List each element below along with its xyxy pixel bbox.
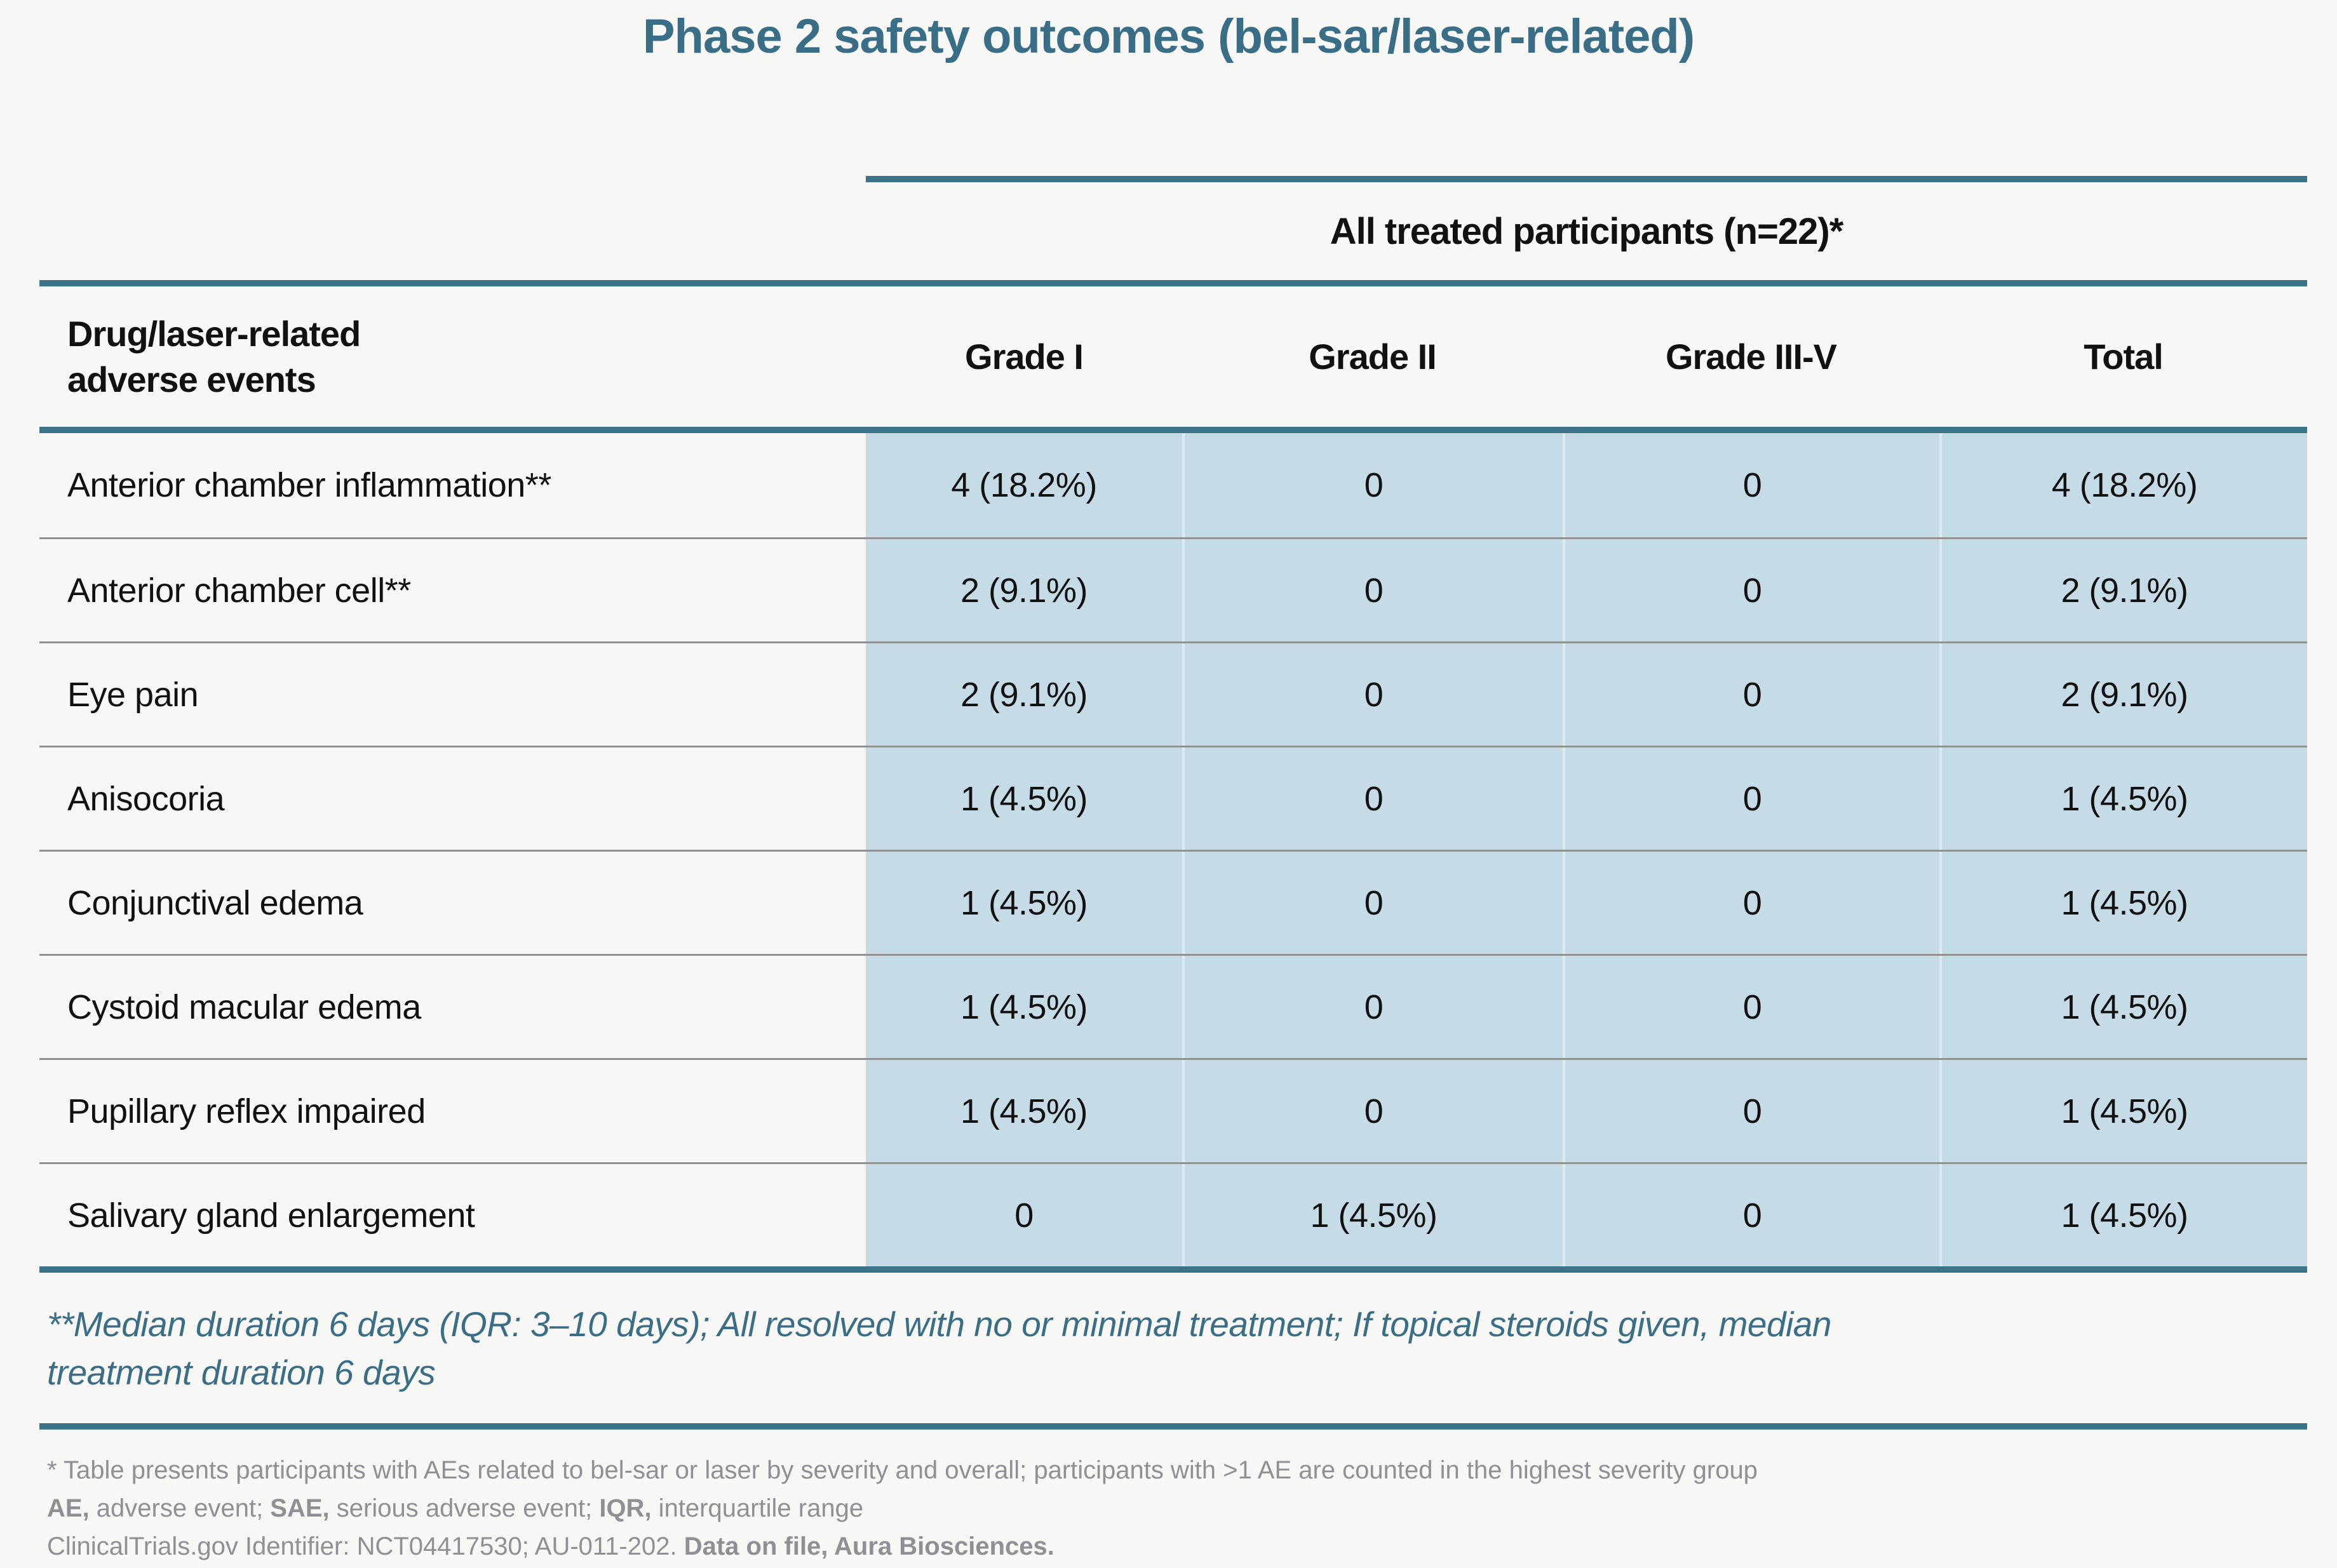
cell: 4 (18.2%) xyxy=(866,433,1182,537)
row-label: Eye pain xyxy=(67,675,199,714)
cell: 0 xyxy=(1182,539,1563,641)
table-row: Anisocoria 1 (4.5%) 0 0 1 (4.5%) xyxy=(39,746,2307,850)
cell: 0 xyxy=(1182,433,1563,537)
cell: 2 (9.1%) xyxy=(1939,539,2307,641)
table-row: Anterior chamber inflammation** 4 (18.2%… xyxy=(39,433,2307,537)
cell: 1 (4.5%) xyxy=(1939,852,2307,954)
cell: 0 xyxy=(1182,747,1563,850)
col-header-grade-3-5: Grade III-V xyxy=(1665,337,1837,377)
table-row: Salivary gland enlargement 0 1 (4.5%) 0 … xyxy=(39,1162,2307,1266)
table-row: Cystoid macular edema 1 (4.5%) 0 0 1 (4.… xyxy=(39,954,2307,1058)
footnote-asterisk: * Table presents participants with AEs r… xyxy=(47,1456,1758,1484)
row-label: Conjunctival edema xyxy=(67,883,363,922)
cell: 1 (4.5%) xyxy=(866,1060,1182,1162)
table-row: Conjunctival edema 1 (4.5%) 0 0 1 (4.5%) xyxy=(39,850,2307,954)
cell: 0 xyxy=(1182,852,1563,954)
cell: 1 (4.5%) xyxy=(866,956,1182,1058)
cell: 1 (4.5%) xyxy=(1939,1164,2307,1266)
cell: 0 xyxy=(1563,956,1939,1058)
col-header-grade-1: Grade I xyxy=(965,337,1084,377)
highlight-footnote: **Median duration 6 days (IQR: 3–10 days… xyxy=(47,1301,2307,1397)
cell: 0 xyxy=(1563,1164,1939,1266)
cell: 0 xyxy=(1563,433,1939,537)
cell: 0 xyxy=(1182,1060,1563,1162)
col-header-total: Total xyxy=(2084,337,2164,377)
row-label: Pupillary reflex impaired xyxy=(67,1092,426,1130)
cell: 0 xyxy=(1563,1060,1939,1162)
cell: 2 (9.1%) xyxy=(1939,643,2307,746)
table-row: Anterior chamber cell** 2 (9.1%) 0 0 2 (… xyxy=(39,537,2307,641)
cell: 0 xyxy=(1182,643,1563,746)
row-header-line1: Drug/laser-related xyxy=(67,313,361,354)
cell: 1 (4.5%) xyxy=(866,852,1182,954)
row-label: Anterior chamber cell** xyxy=(67,571,411,610)
cell: 0 xyxy=(1563,539,1939,641)
table-row: Eye pain 2 (9.1%) 0 0 2 (9.1%) xyxy=(39,641,2307,746)
highlight-footnote-line2: treatment duration 6 days xyxy=(47,1352,436,1392)
header-top-rule xyxy=(39,280,2307,286)
highlight-footnote-line1: **Median duration 6 days (IQR: 3–10 days… xyxy=(47,1304,1832,1344)
footnote-source: ClinicalTrials.gov Identifier: NCT044175… xyxy=(47,1532,1054,1560)
footnote-divider-rule xyxy=(39,1423,2307,1430)
footnote-abbreviations: AE, adverse event; SAE, serious adverse … xyxy=(47,1494,864,1522)
row-label: Cystoid macular edema xyxy=(67,988,421,1026)
column-header-row: Drug/laser-related adverse events Grade … xyxy=(39,286,2307,427)
cell: 1 (4.5%) xyxy=(1939,956,2307,1058)
group-header: All treated participants (n=22)* xyxy=(1330,210,1844,252)
table-row: Pupillary reflex impaired 1 (4.5%) 0 0 1… xyxy=(39,1058,2307,1162)
cell: 2 (9.1%) xyxy=(866,539,1182,641)
table-bottom-rule xyxy=(39,1266,2307,1273)
cell: 0 xyxy=(1563,852,1939,954)
footnotes-block: * Table presents participants with AEs r… xyxy=(47,1451,2307,1565)
cell: 2 (9.1%) xyxy=(866,643,1182,746)
table-body: Anterior chamber inflammation** 4 (18.2%… xyxy=(39,433,2307,1266)
cell: 1 (4.5%) xyxy=(1182,1164,1563,1266)
cell: 0 xyxy=(1563,747,1939,850)
row-label: Anterior chamber inflammation** xyxy=(67,466,551,504)
row-label: Anisocoria xyxy=(67,779,225,818)
cell: 0 xyxy=(1563,643,1939,746)
header-bottom-rule xyxy=(39,427,2307,433)
cell: 4 (18.2%) xyxy=(1939,433,2307,537)
cell: 0 xyxy=(866,1164,1182,1266)
col-header-grade-2: Grade II xyxy=(1309,337,1437,377)
cell: 1 (4.5%) xyxy=(1939,747,2307,850)
cell: 1 (4.5%) xyxy=(866,747,1182,850)
row-label: Salivary gland enlargement xyxy=(67,1196,475,1235)
row-header: Drug/laser-related adverse events xyxy=(39,311,866,402)
page-title: Phase 2 safety outcomes (bel-sar/laser-r… xyxy=(642,10,1695,64)
group-header-top-rule xyxy=(866,176,2307,182)
row-header-line2: adverse events xyxy=(67,359,316,399)
safety-outcomes-table: All treated participants (n=22)* Drug/la… xyxy=(39,176,2307,1565)
cell: 0 xyxy=(1182,956,1563,1058)
cell: 1 (4.5%) xyxy=(1939,1060,2307,1162)
